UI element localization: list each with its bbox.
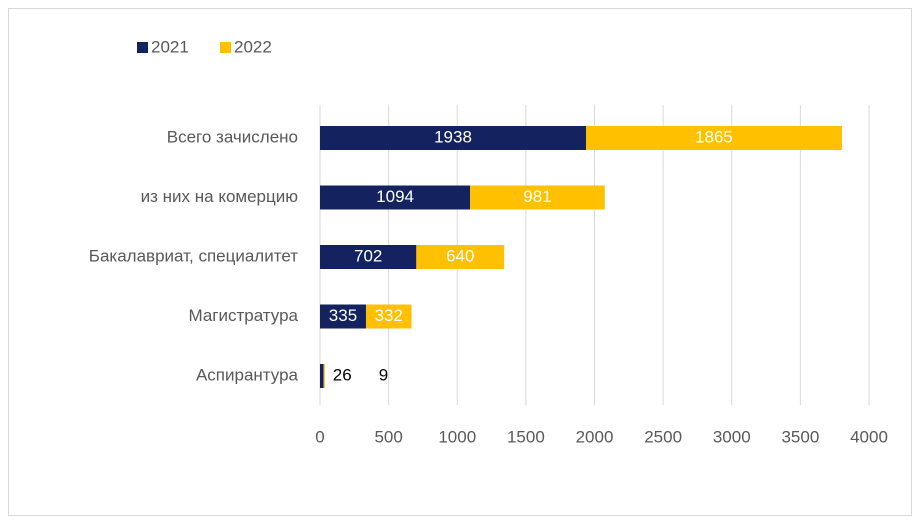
data-label: 1094	[376, 187, 414, 206]
bar	[320, 364, 324, 388]
x-tick-label: 1500	[507, 427, 545, 446]
data-label: 1865	[695, 127, 733, 146]
bar	[470, 185, 605, 210]
bar	[323, 364, 325, 388]
x-tick-label: 500	[374, 427, 402, 446]
y-tick-label: Магистратура	[188, 306, 298, 325]
x-tick-label: 0	[315, 427, 324, 446]
legend-swatch	[220, 42, 231, 53]
data-label: 981	[523, 187, 551, 206]
x-tick-label: 3000	[713, 427, 751, 446]
data-label: 640	[446, 246, 474, 265]
x-tick-label: 2500	[644, 427, 682, 446]
bar	[320, 185, 471, 210]
data-label: 26	[333, 365, 352, 384]
bar	[365, 304, 412, 329]
legend-swatch	[137, 42, 148, 53]
data-label: 332	[375, 306, 403, 325]
legend-label: 2021	[151, 37, 189, 56]
data-label: 1938	[434, 127, 472, 146]
legend-label: 2022	[234, 37, 272, 56]
y-tick-label: Всего зачислено	[167, 127, 298, 146]
x-tick-label: 1000	[438, 427, 476, 446]
y-tick-label: из них на комерцию	[141, 187, 299, 206]
bar	[416, 245, 505, 269]
x-tick-label: 3500	[781, 427, 819, 446]
bar	[320, 304, 366, 329]
x-tick-label: 4000	[850, 427, 888, 446]
data-label: 335	[329, 306, 357, 325]
x-tick-label: 2000	[576, 427, 614, 446]
bar	[585, 126, 842, 150]
y-tick-label: Бакалавриат, специалитет	[89, 246, 298, 265]
bar	[320, 245, 417, 269]
y-tick-label: Аспирантура	[196, 365, 299, 384]
bar	[320, 126, 586, 150]
data-label: 9	[379, 365, 388, 384]
data-label: 702	[354, 246, 382, 265]
